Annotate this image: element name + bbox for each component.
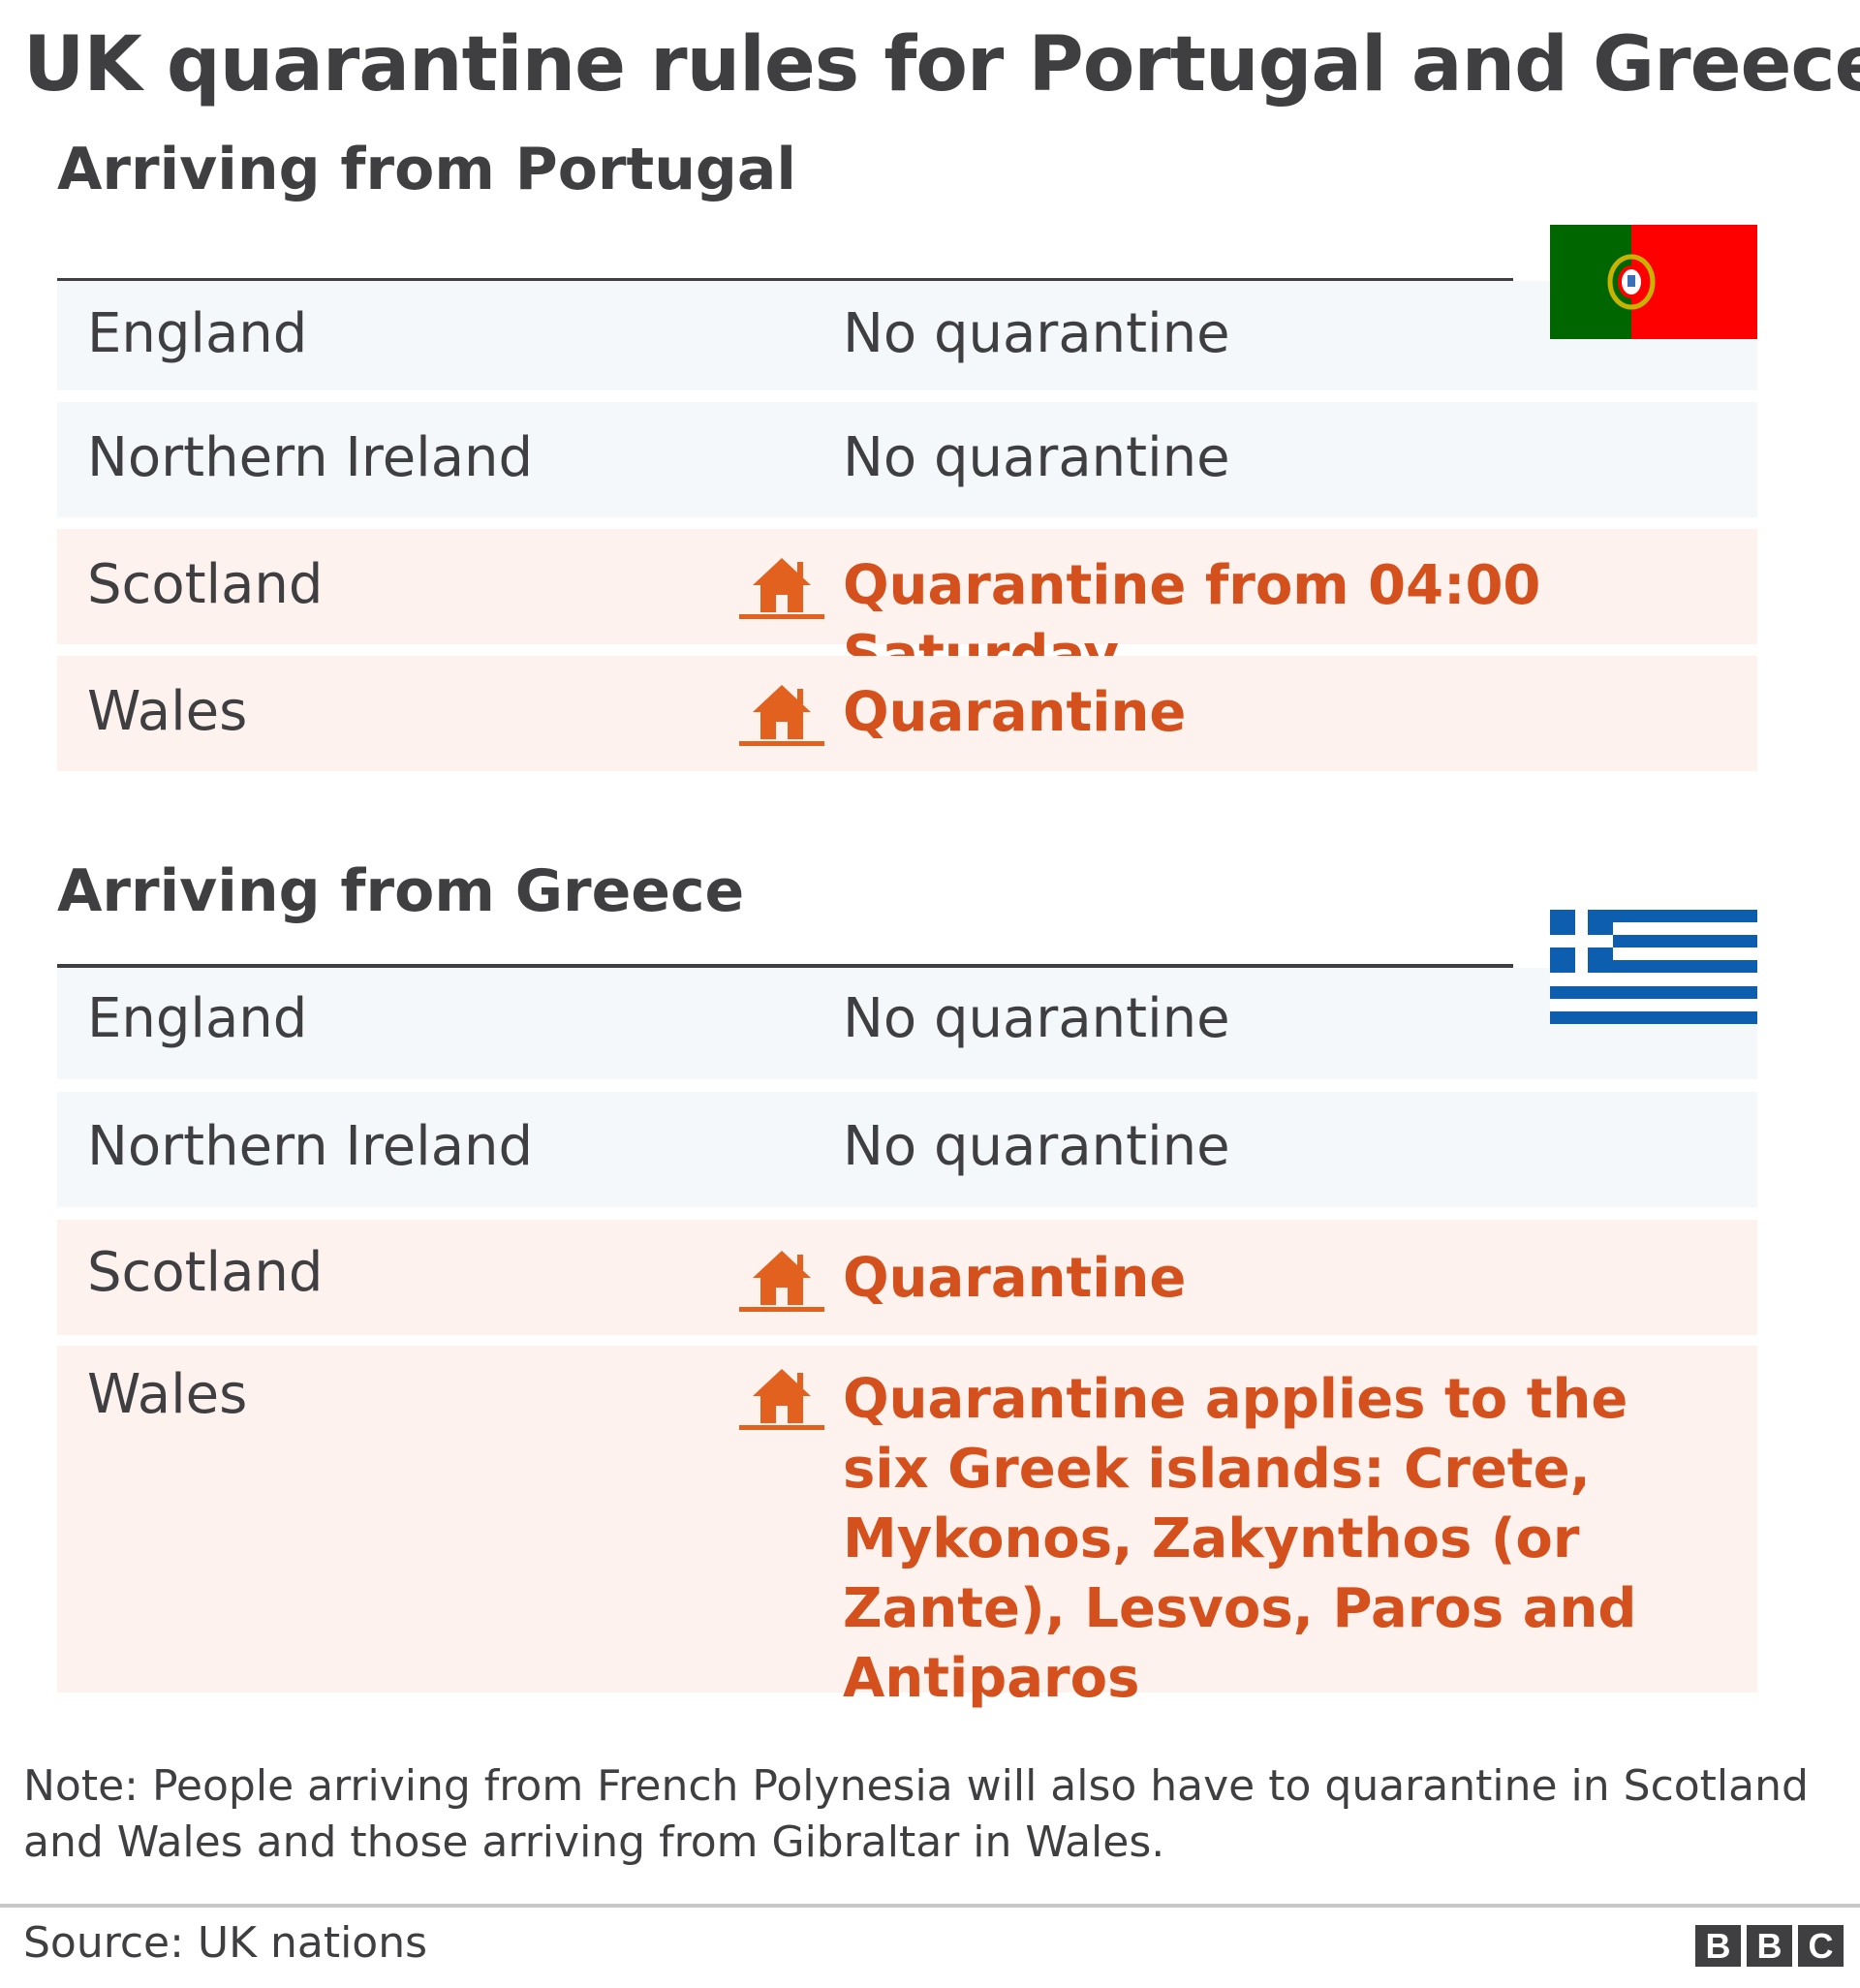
section-heading: Arriving from Greece (57, 857, 745, 925)
nation-label: Scotland (87, 553, 324, 616)
table-row: Wales Quarantine applies to the six Gree… (57, 1346, 1757, 1710)
greece-flag (1550, 910, 1757, 1024)
status-text: Quarantine (843, 1247, 1187, 1310)
status-text: No quarantine (843, 1115, 1230, 1178)
divider (57, 278, 1513, 283)
house-icon (739, 1369, 824, 1430)
divider (57, 964, 1513, 969)
footnote: Note: People arriving from French Polyne… (23, 1761, 1809, 1867)
table-row: Wales Quarantine (57, 656, 1757, 771)
nation-label: England (87, 302, 308, 365)
nation-label: Wales (87, 680, 248, 743)
page-title: UK quarantine rules for Portugal and Gre… (23, 21, 1860, 109)
source-text: Source: UK nations (23, 1918, 428, 1968)
house-icon (739, 558, 824, 619)
table-row: Scotland Quarantine from 04:00 Saturday (57, 529, 1757, 687)
status-text: Quarantine applies to the six Greek isla… (843, 1368, 1637, 1710)
nation-label: Scotland (87, 1241, 324, 1304)
section-greece: Arriving from Greece England No quaranti… (57, 857, 1757, 1710)
status-text: No quarantine (843, 987, 1230, 1050)
table-row: Northern Ireland No quarantine (57, 402, 1757, 517)
status-text: No quarantine (843, 426, 1230, 489)
nation-label: Northern Ireland (87, 426, 534, 489)
house-icon (739, 1251, 824, 1312)
table-row: Scotland Quarantine (57, 1220, 1757, 1335)
section-portugal: Arriving from Portugal England No quaran… (57, 136, 1757, 775)
portugal-flag (1550, 225, 1757, 339)
section-heading: Arriving from Portugal (57, 136, 796, 203)
nation-label: Northern Ireland (87, 1115, 534, 1178)
status-text: Quarantine (843, 681, 1187, 744)
table-row: England No quarantine (57, 968, 1757, 1079)
table-row: England No quarantine (57, 281, 1757, 390)
status-text: No quarantine (843, 302, 1230, 365)
house-icon (739, 685, 824, 746)
nation-label: Wales (87, 1363, 248, 1426)
nation-label: England (87, 987, 308, 1050)
table-row: Northern Ireland No quarantine (57, 1092, 1757, 1207)
divider (0, 1904, 1860, 1908)
